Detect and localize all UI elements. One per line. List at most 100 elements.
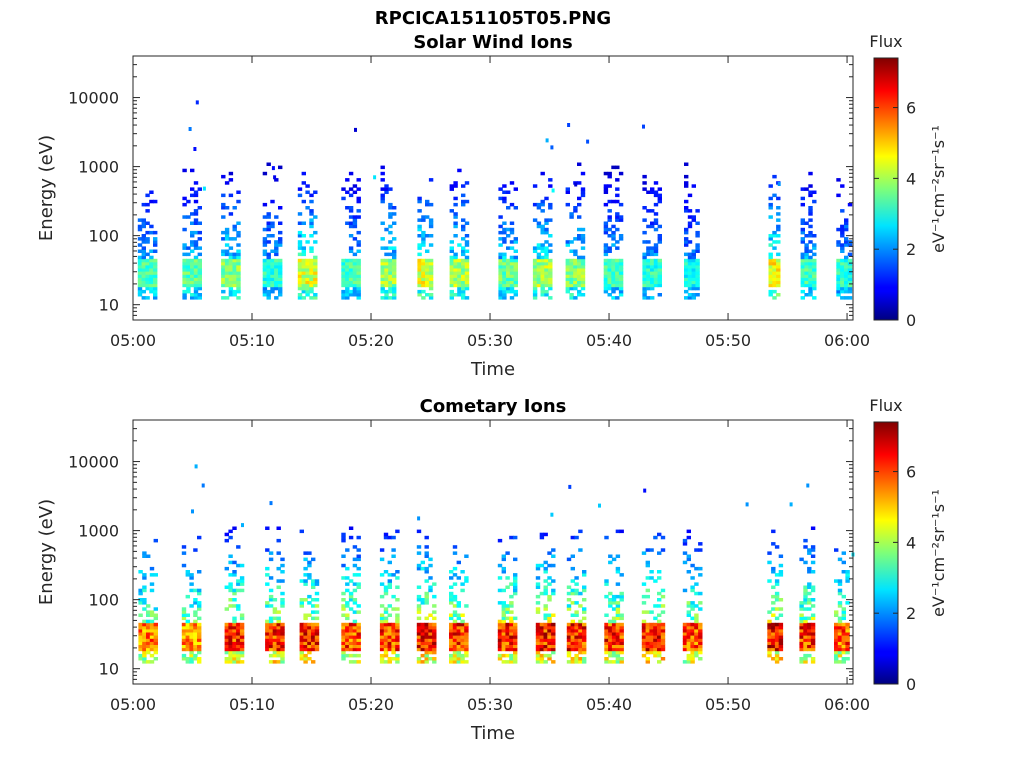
flux-cell xyxy=(611,224,616,229)
flux-cell xyxy=(582,629,587,633)
flux-cell xyxy=(573,261,578,266)
flux-cell xyxy=(774,632,780,636)
flux-cell xyxy=(513,588,518,593)
flux-cell xyxy=(190,234,195,238)
flux-cell xyxy=(694,629,699,633)
flux-cell xyxy=(311,625,316,630)
flux-cell xyxy=(641,601,647,605)
flux-cell xyxy=(224,296,230,300)
flux-cell xyxy=(547,594,552,599)
flux-cell xyxy=(803,598,808,602)
flux-cell xyxy=(416,607,422,611)
flux-cell xyxy=(684,258,689,263)
flux-cell xyxy=(548,249,553,253)
flux-cell xyxy=(268,653,274,658)
flux-cell xyxy=(153,635,158,639)
flux-cell xyxy=(799,619,804,624)
flux-cell xyxy=(239,588,245,593)
flux-cell xyxy=(578,529,583,534)
flux-cell xyxy=(309,218,314,222)
flux-cell xyxy=(540,230,545,235)
flux-cell xyxy=(513,271,518,275)
flux-cell xyxy=(311,557,316,562)
flux-cell xyxy=(543,591,548,596)
flux-cell xyxy=(611,635,617,639)
flux-cell xyxy=(352,268,358,272)
flux-cell xyxy=(695,230,700,235)
flux-cell xyxy=(547,551,552,555)
flux-cell xyxy=(345,221,350,225)
flux-cell xyxy=(314,616,320,621)
flux-cell xyxy=(618,289,624,294)
flux-cell xyxy=(236,622,241,627)
flux-cell xyxy=(509,604,514,608)
flux-cell xyxy=(449,280,454,285)
flux-cell xyxy=(497,632,503,636)
flux-cell xyxy=(146,613,151,617)
flux-cell xyxy=(573,280,578,285)
flux-cell xyxy=(391,644,396,649)
flux-cell xyxy=(345,644,350,649)
flux-cell xyxy=(539,535,545,540)
flux-cell xyxy=(268,576,274,580)
flux-cell xyxy=(314,598,320,602)
flux-cell xyxy=(836,193,841,198)
flux-cell xyxy=(513,653,518,658)
flux-cell xyxy=(772,268,777,272)
flux-cell xyxy=(582,635,587,639)
flux-cell xyxy=(649,570,654,574)
flux-cell xyxy=(391,641,396,645)
flux-cell xyxy=(536,243,542,247)
flux-cell xyxy=(262,271,268,275)
flux-cell xyxy=(182,265,187,269)
flux-cell xyxy=(297,187,303,191)
flux-cell xyxy=(771,607,776,611)
flux-cell xyxy=(387,629,392,633)
flux-cell xyxy=(641,625,647,630)
x-tick-label: 05:10 xyxy=(229,331,275,350)
flux-cell xyxy=(695,261,700,266)
flux-cell xyxy=(313,215,318,219)
flux-cell xyxy=(513,632,518,636)
flux-cell xyxy=(574,576,579,580)
flux-cell xyxy=(812,280,817,285)
flux-cell xyxy=(653,653,658,658)
flux-cell xyxy=(186,265,191,269)
flux-cell xyxy=(810,588,816,593)
flux-cell xyxy=(137,277,143,281)
flux-cell xyxy=(268,622,274,627)
flux-cell xyxy=(345,622,350,627)
flux-cell xyxy=(449,635,454,639)
flux-cell xyxy=(690,588,695,593)
flux-cell xyxy=(221,283,226,288)
flux-cell xyxy=(836,178,841,182)
flux-cell xyxy=(498,280,503,285)
flux-cell xyxy=(513,647,518,652)
flux-cell xyxy=(580,286,586,291)
flux-cell xyxy=(570,632,575,636)
flux-cell xyxy=(774,607,780,611)
flux-cell xyxy=(513,261,518,266)
flux-cell xyxy=(265,629,270,633)
flux-cell xyxy=(452,625,458,630)
flux-cell xyxy=(772,193,777,198)
flux-cell xyxy=(694,616,699,621)
flux-cell xyxy=(193,268,199,272)
flux-cell xyxy=(657,638,662,642)
flux-cell xyxy=(181,545,187,549)
flux-cell xyxy=(452,551,458,555)
flux-cell xyxy=(341,563,346,568)
flux-cell xyxy=(611,641,617,645)
flux-cell xyxy=(303,632,308,636)
flux-cell xyxy=(224,261,230,266)
flux-cell xyxy=(228,246,234,250)
flux-cell xyxy=(657,268,662,272)
flux-cell xyxy=(615,193,620,198)
flux-cell xyxy=(619,573,624,577)
flux-cell xyxy=(356,653,361,658)
flux-cell xyxy=(141,252,146,257)
flux-cell xyxy=(182,271,187,275)
flux-cell xyxy=(138,641,143,645)
flux-cell xyxy=(845,644,850,649)
flux-cell xyxy=(582,616,587,621)
